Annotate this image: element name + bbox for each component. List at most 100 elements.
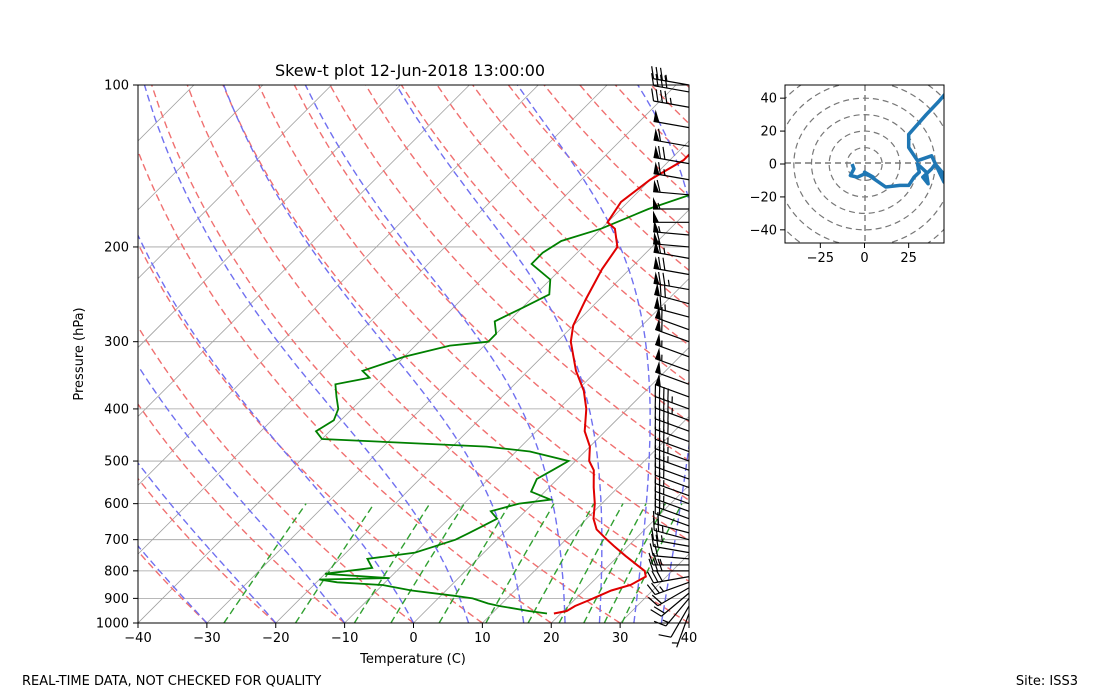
wind-barb xyxy=(653,161,690,181)
wind-barb-full xyxy=(662,146,666,160)
x-tick-label-0: 0 xyxy=(409,631,417,646)
wind-barb-flag xyxy=(653,196,659,209)
y-tick-label-100: 100 xyxy=(104,79,129,94)
moist-adiabat xyxy=(138,364,346,623)
wind-barb-shaft xyxy=(653,156,690,165)
wind-barb-full xyxy=(652,552,659,566)
wind-barb-full xyxy=(648,558,654,572)
wind-barb-shaft xyxy=(654,457,690,471)
wind-barb xyxy=(654,395,690,421)
wind-barb-full xyxy=(659,283,662,297)
wind-barb xyxy=(649,543,690,560)
wind-barb xyxy=(653,210,689,223)
moist-adiabat xyxy=(637,85,689,623)
isotherm--40 xyxy=(138,85,677,623)
wind-barb xyxy=(653,219,690,236)
wind-barb-half xyxy=(658,226,661,233)
wind-barb-half xyxy=(667,279,670,287)
wind-barb xyxy=(650,592,690,617)
wind-barb xyxy=(653,109,690,129)
dry-adiabat xyxy=(650,85,689,125)
skewt-xlabel: Temperature (C) xyxy=(359,652,466,667)
x-tick-label-10: 10 xyxy=(474,631,491,646)
wind-barb-full xyxy=(658,634,672,638)
wind-barb-shaft xyxy=(654,474,690,489)
hodograph-y-ticks: −40 −20 0 20 40 xyxy=(750,92,785,238)
isotherm--30 xyxy=(206,140,689,623)
dry-adiabat xyxy=(258,85,689,542)
x-tick-label--10: −10 xyxy=(331,631,358,646)
wind-barb-full xyxy=(657,162,662,175)
mixing-ratio-lines xyxy=(223,503,683,623)
isotherm-10 xyxy=(482,415,689,623)
wind-barb xyxy=(646,581,690,596)
wind-barb xyxy=(651,66,690,86)
wind-barb xyxy=(658,605,690,638)
wind-barb-shaft xyxy=(654,438,690,453)
mixing-ratio-line xyxy=(294,503,375,623)
wind-barb-shaft xyxy=(654,498,690,512)
y-tick-label-800: 800 xyxy=(104,564,129,579)
wind-barb-shaft xyxy=(653,85,690,93)
wind-barb-full xyxy=(646,571,655,584)
wind-barb xyxy=(653,240,690,259)
hodograph-ring-10 xyxy=(846,146,883,182)
wind-barb xyxy=(654,347,690,372)
isotherm--50 xyxy=(138,85,608,555)
wind-barb-half xyxy=(662,619,669,624)
wind-barb-flag xyxy=(653,145,660,159)
mixing-ratio-line xyxy=(353,503,431,623)
wind-barb xyxy=(654,296,690,318)
wind-barb-shaft xyxy=(653,576,690,584)
dry-adiabat xyxy=(723,85,1100,623)
wind-barb-half xyxy=(663,247,666,255)
temperature-line xyxy=(553,153,689,615)
mixing-ratio-line xyxy=(603,503,667,623)
dry-adiabat xyxy=(138,242,483,623)
hodo-x-tick-label-25: 25 xyxy=(900,251,917,266)
mixing-ratio-line xyxy=(223,503,307,623)
wind-barb-flag xyxy=(653,210,659,223)
wind-barb-shaft xyxy=(653,78,690,86)
wind-barb-full xyxy=(651,533,655,547)
isotherm-30 xyxy=(619,553,689,623)
x-tick-label--30: −30 xyxy=(193,631,220,646)
mixing-ratio-line xyxy=(438,503,511,623)
hodo-y-tick-label--40: −40 xyxy=(750,223,777,238)
wind-barb-half xyxy=(665,74,668,82)
wind-barb-flag xyxy=(653,161,660,175)
dry-adiabat xyxy=(138,403,346,623)
wind-barb-full xyxy=(662,272,666,286)
dry-adiabat xyxy=(686,85,689,89)
isotherm-40 xyxy=(688,622,689,623)
wind-barb-full xyxy=(651,88,655,102)
wind-barb-full xyxy=(651,73,655,86)
moist-adiabat xyxy=(395,85,603,623)
moist-adiabat xyxy=(143,85,470,623)
skewt-chart: Skew-t plot 12-Jun-2018 13:00:00 −40 −30−… xyxy=(72,61,1100,667)
wind-barb xyxy=(653,128,690,147)
wind-barb-full xyxy=(651,594,663,604)
wind-barb-shaft xyxy=(670,605,690,638)
wind-barb-full xyxy=(657,240,662,254)
wind-barb-full xyxy=(655,89,659,102)
wind-barb-full xyxy=(647,596,659,607)
wind-barbs xyxy=(646,66,690,648)
wind-barb xyxy=(654,383,690,410)
wind-barb-full xyxy=(664,90,668,104)
moist-adiabat xyxy=(138,233,415,623)
wind-barb-shaft xyxy=(653,545,690,554)
wind-barb-shaft xyxy=(654,529,690,541)
wind-barb-full xyxy=(659,296,662,310)
wind-barb xyxy=(648,552,689,566)
isotherm--100 xyxy=(138,85,264,211)
hodograph-trace xyxy=(848,92,944,189)
wind-barb xyxy=(653,231,690,248)
wind-barb xyxy=(653,196,689,210)
wind-barb-flag xyxy=(655,318,661,332)
wind-barb-full xyxy=(657,145,662,159)
mixing-ratio-line xyxy=(390,503,465,623)
wind-barb-full xyxy=(655,569,663,582)
wind-barb-full xyxy=(653,606,666,614)
wind-barb-shaft xyxy=(653,282,690,291)
